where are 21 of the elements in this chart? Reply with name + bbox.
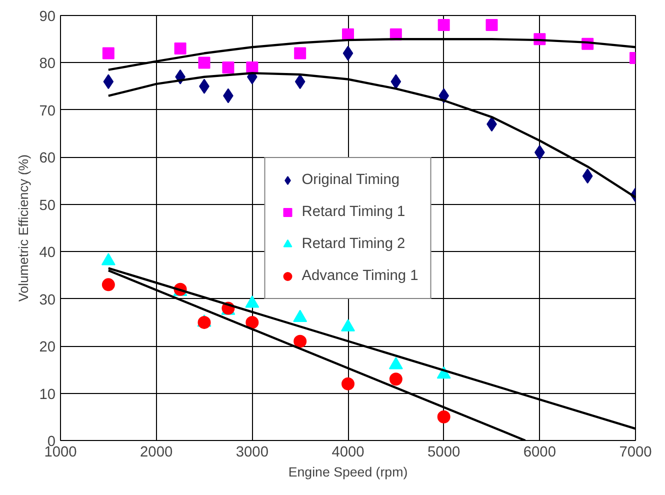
y-tick-label: 70 — [39, 103, 56, 120]
x-tick-label: 2000 — [140, 444, 173, 460]
legend-label: Original Timing — [302, 172, 400, 188]
legend-label: Retard Timing 2 — [302, 236, 406, 252]
y-tick-label: 20 — [39, 340, 56, 356]
x-tick-label: 6000 — [523, 444, 556, 460]
x-tick-label: 4000 — [332, 444, 364, 460]
y-tick-label: 50 — [39, 198, 56, 214]
x-tick-label: 5000 — [428, 444, 460, 460]
x-axis-title: Engine Speed (rpm) — [288, 464, 408, 480]
y-tick-label: 30 — [39, 292, 56, 308]
x-tick-label: 7000 — [619, 444, 652, 460]
x-tick-label: 3000 — [236, 444, 268, 460]
y-tick-label: 60 — [39, 150, 56, 167]
legend-label: Advance Timing 1 — [302, 268, 418, 284]
y-tick-label: 10 — [39, 386, 56, 403]
y-tick-label: 90 — [39, 9, 56, 25]
y-tick-label: 80 — [39, 56, 56, 72]
y-axis-title: Volumetric Efficiency (%) — [16, 154, 32, 302]
legend-label: Retard Timing 1 — [302, 204, 406, 220]
y-tick-label: 40 — [39, 245, 56, 262]
